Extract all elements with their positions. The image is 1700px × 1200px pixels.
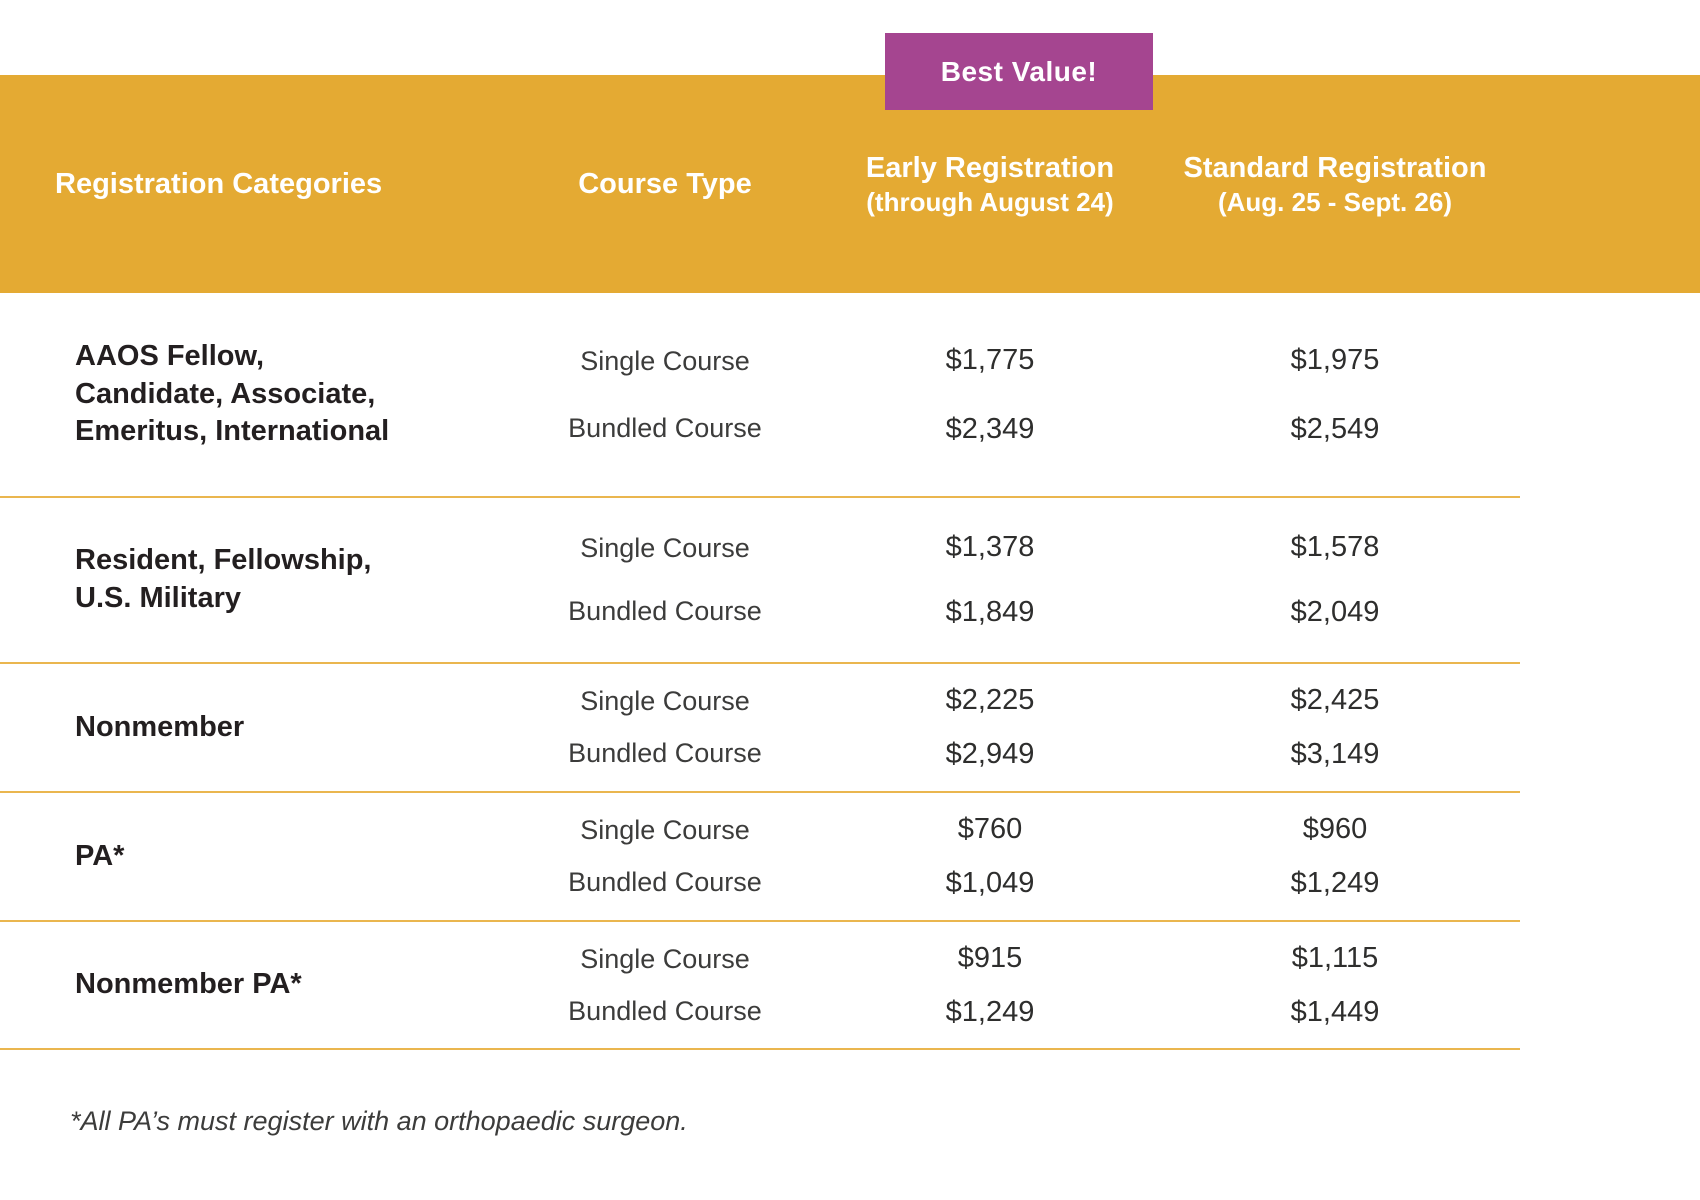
course-type-cell: Single Course Bundled Course (500, 793, 830, 920)
pa-footnote: *All PA’s must register with an orthopae… (70, 1106, 688, 1136)
header-course-type: Course Type (578, 167, 752, 200)
price-early: $915 (957, 941, 1023, 974)
header-standard-registration-title: Standard Registration (1183, 151, 1487, 184)
price-early: $2,949 (945, 738, 1035, 770)
standard-price-cell: $2,425 $3,149 (1150, 664, 1520, 791)
course-type-label: Single Course (580, 345, 750, 376)
price-early: $2,225 (945, 684, 1035, 716)
price-standard: $1,578 (1290, 531, 1380, 563)
table-header: Registration Categories Course Type Earl… (0, 75, 1700, 293)
course-type-label: Bundled Course (568, 995, 762, 1026)
price-early: $1,049 (945, 867, 1035, 899)
course-type-cell: Single Course Bundled Course (500, 664, 830, 791)
course-type-label: Bundled Course (568, 867, 762, 897)
header-early-registration: Early Registration (through August 24) (830, 150, 1150, 219)
course-type-label: Single Course (580, 815, 750, 845)
course-type-label: Bundled Course (568, 738, 762, 768)
price-standard: $3,149 (1290, 738, 1380, 770)
standard-price-cell: $1,115 $1,449 (1150, 922, 1520, 1048)
category-label: Resident, Fellowship, U.S. Military (75, 544, 372, 614)
early-price-cell: $915 $1,249 (830, 922, 1150, 1048)
table-row: Nonmember Single Course Bundled Course $… (0, 664, 1520, 793)
course-type-cell: Single Course Bundled Course (500, 293, 830, 496)
price-standard: $2,549 (1290, 412, 1380, 445)
header-early-registration-title: Early Registration (865, 151, 1115, 184)
table-row: Nonmember PA* Single Course Bundled Cour… (0, 922, 1520, 1050)
standard-price-cell: $960 $1,249 (1150, 793, 1520, 920)
standard-price-cell: $1,975 $2,549 (1150, 293, 1520, 496)
course-type-label: Single Course (580, 943, 750, 974)
best-value-label: Best Value! (940, 55, 1098, 87)
header-standard-registration-dates: (Aug. 25 - Sept. 26) (1217, 186, 1453, 217)
price-early: $760 (957, 813, 1023, 845)
early-price-cell: $760 $1,049 (830, 793, 1150, 920)
course-type-cell: Single Course Bundled Course (500, 922, 830, 1048)
category-label: Nonmember PA* (75, 968, 302, 1001)
price-early: $1,378 (945, 531, 1035, 563)
pricing-table: AAOS Fellow, Candidate, Associate, Emeri… (0, 293, 1520, 1050)
course-type-cell: Single Course Bundled Course (500, 498, 830, 662)
header-standard-registration: Standard Registration (Aug. 25 - Sept. 2… (1150, 150, 1520, 219)
price-early: $1,249 (945, 995, 1035, 1028)
price-standard: $2,425 (1290, 684, 1380, 716)
price-standard: $1,449 (1290, 995, 1380, 1028)
header-registration-categories: Registration Categories (55, 167, 383, 200)
price-standard: $1,975 (1290, 343, 1380, 376)
price-standard: $1,115 (1291, 941, 1379, 974)
price-standard: $1,249 (1290, 867, 1380, 899)
price-early: $1,775 (945, 343, 1035, 376)
course-type-label: Single Course (580, 686, 750, 716)
category-label: PA* (75, 839, 125, 872)
early-price-cell: $1,378 $1,849 (830, 498, 1150, 662)
price-standard: $2,049 (1290, 596, 1380, 628)
price-early: $2,349 (945, 412, 1035, 445)
course-type-label: Bundled Course (568, 412, 762, 443)
table-row: AAOS Fellow, Candidate, Associate, Emeri… (0, 293, 1520, 498)
price-standard: $960 (1302, 813, 1368, 845)
price-early: $1,849 (945, 596, 1035, 628)
course-type-label: Single Course (580, 533, 750, 563)
best-value-badge: Best Value! (885, 33, 1153, 110)
header-early-registration-dates: (through August 24) (866, 186, 1114, 217)
standard-price-cell: $1,578 $2,049 (1150, 498, 1520, 662)
category-label: AAOS Fellow, Candidate, Associate, Emeri… (75, 339, 390, 448)
table-row: PA* Single Course Bundled Course $760 $1… (0, 793, 1520, 922)
table-row: Resident, Fellowship, U.S. Military Sing… (0, 498, 1520, 664)
early-price-cell: $1,775 $2,349 (830, 293, 1150, 496)
course-type-label: Bundled Course (568, 596, 762, 626)
early-price-cell: $2,225 $2,949 (830, 664, 1150, 791)
category-label: Nonmember (75, 710, 245, 743)
